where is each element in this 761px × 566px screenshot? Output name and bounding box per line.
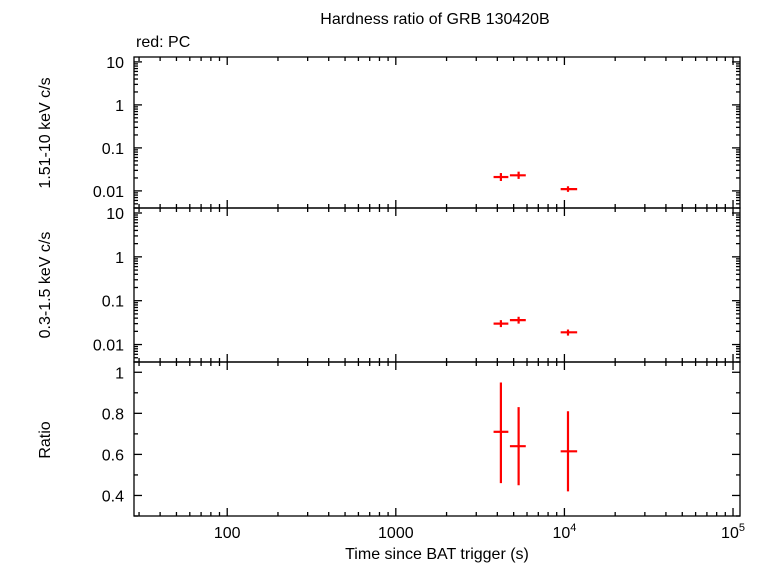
x-tick-label: 1000 [378, 525, 414, 542]
data-point [509, 316, 526, 324]
data-point [493, 173, 509, 181]
data-point [560, 186, 578, 192]
plot-frame [133, 361, 741, 517]
data-point [560, 329, 578, 336]
data-point [509, 171, 526, 179]
y-tick-label: 0.01 [93, 338, 124, 355]
legend-text: red: PC [136, 34, 190, 51]
panel-bottom-ratio: 0.4 0.6 0.8 1 100 1000 104 105 [102, 361, 745, 542]
plot-frame [133, 207, 741, 363]
y-tick-label: 1 [115, 98, 124, 115]
chart-title: Hardness ratio of GRB 130420B [320, 11, 549, 28]
x-tick-label: 100 [214, 525, 241, 542]
x-axis-label: Time since BAT trigger (s) [345, 546, 529, 563]
y-tick-label: 0.1 [102, 141, 124, 158]
y-axis-label-middle: 0.3-1.5 keV c/s [37, 232, 54, 339]
data-point [493, 382, 509, 484]
y-tick-label: 10 [106, 206, 124, 223]
y-tick-label: 0.8 [102, 406, 124, 423]
data-point [509, 407, 526, 486]
x-tick-label: 104 [552, 522, 576, 542]
data-point [493, 320, 509, 328]
y-axis-label-top: 1.51-10 keV c/s [37, 77, 54, 188]
y-tick-label: 10 [106, 55, 124, 72]
y-tick-label: 0.01 [93, 184, 124, 201]
y-tick-label: 1 [115, 365, 124, 382]
y-tick-label: 0.1 [102, 294, 124, 311]
panel-top-hard-band: 0.01 0.1 1 10 [93, 55, 741, 209]
data-point [560, 411, 578, 492]
y-axis-label-bottom: Ratio [37, 421, 54, 458]
y-tick-label: 1 [115, 250, 124, 267]
x-tick-label: 105 [721, 522, 745, 542]
plot-frame [133, 56, 741, 209]
panel-middle-soft-band: 0.01 0.1 1 10 [93, 206, 741, 363]
y-tick-label: 0.6 [102, 447, 124, 464]
y-tick-label: 0.4 [102, 488, 124, 505]
